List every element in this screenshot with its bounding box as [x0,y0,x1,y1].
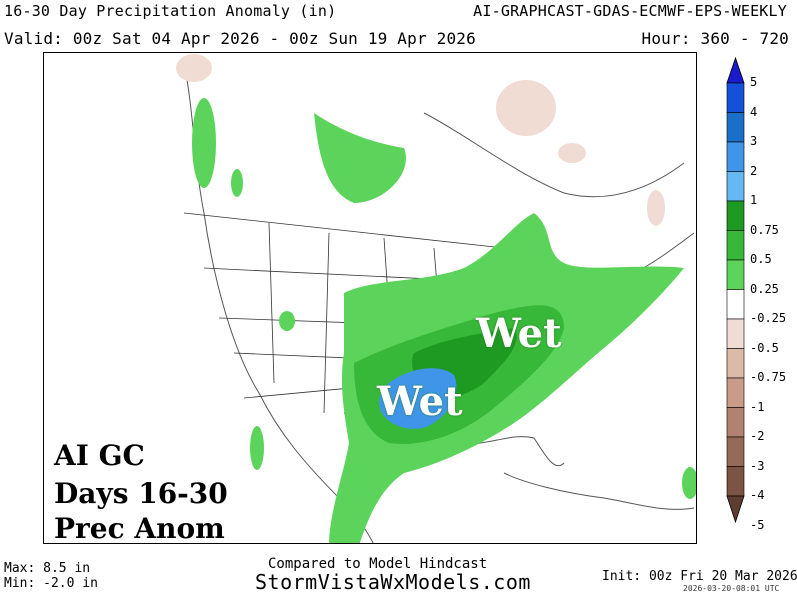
color-scale-label: -0.25 [750,311,787,325]
color-scale-label: -4 [750,488,765,502]
color-scale-label: -0.5 [750,340,779,355]
overlay-model-label: AI GC [54,439,145,472]
valid-period: Valid: 00z Sat 04 Apr 2026 - 00z Sun 19 … [4,29,476,48]
generated-timestamp: 2026-03-20-08:01 UTC [683,584,780,592]
color-scale-segment [726,141,745,172]
comparison-note: Compared to Model Hindcast [268,556,488,572]
color-scale-segment [726,289,745,320]
color-scale-segment [726,436,745,467]
color-scale-label: 3 [750,134,758,148]
color-scale-label: 0.25 [750,281,779,296]
color-scale-label: -3 [750,458,765,473]
color-scale-segment [726,230,745,261]
color-scale-segment [726,259,745,290]
wet-anomaly-025 [192,98,696,543]
color-scale-segment [726,82,745,113]
model-name: AI-GRAPHCAST-GDAS-ECMWF-EPS-WEEKLY [473,2,787,20]
color-scale-segment [726,318,745,349]
init-time: Init: 00z Fri 20 Mar 2026 [602,569,797,584]
min-value: Min: -2.0 in [4,576,98,591]
color-scale-legend: 5 4 3 2 1 0.75 0.5 0.25 -0.25 -0.5 -0.75 -1 -2 -3 -4 -5 [722,56,797,566]
wet-label-northeast: Wet [476,310,562,357]
max-value: Max: 8.5 in [4,561,91,576]
color-scale-label: -2 [750,429,765,443]
color-scale-label: -5 [750,517,765,532]
map-canvas [176,54,696,543]
wet-anomaly-200 [379,368,457,429]
forecast-hours: Hour: 360 - 720 [641,29,789,48]
color-scale-label: 0.75 [750,222,779,237]
color-scale-label: 0.5 [750,252,772,266]
overlay-days-label: Days 16-30 [54,477,228,510]
color-scale-label: -0.75 [750,370,787,384]
dry-anomaly-areas [176,54,665,226]
color-scale-segment [726,407,745,438]
precip-anomaly-map: Wet Wet AI GC Days 16-30 Prec Anom [43,52,697,544]
map-title: 16-30 Day Precipitation Anomaly (in) [4,2,337,20]
color-scale-label: -1 [750,399,765,414]
color-scale-segment [726,200,745,231]
color-scale-bar [726,56,745,524]
color-scale-segment [726,348,745,379]
color-scale-bottom-arrow [726,495,745,524]
color-scale-segment [726,377,745,408]
overlay-field-label: Prec Anom [54,512,225,544]
wet-label-south: Wet [377,378,463,425]
color-scale-label: 4 [750,104,758,119]
color-scale-segment [726,112,745,143]
color-scale-label: 5 [750,75,758,89]
color-scale-label: 2 [750,163,758,178]
color-scale-segment [726,466,745,497]
color-scale-label: 1 [750,193,758,207]
color-scale-segment [726,171,745,202]
color-scale-top-arrow [726,56,745,84]
site-name: StormVistaWxModels.com [255,570,531,592]
